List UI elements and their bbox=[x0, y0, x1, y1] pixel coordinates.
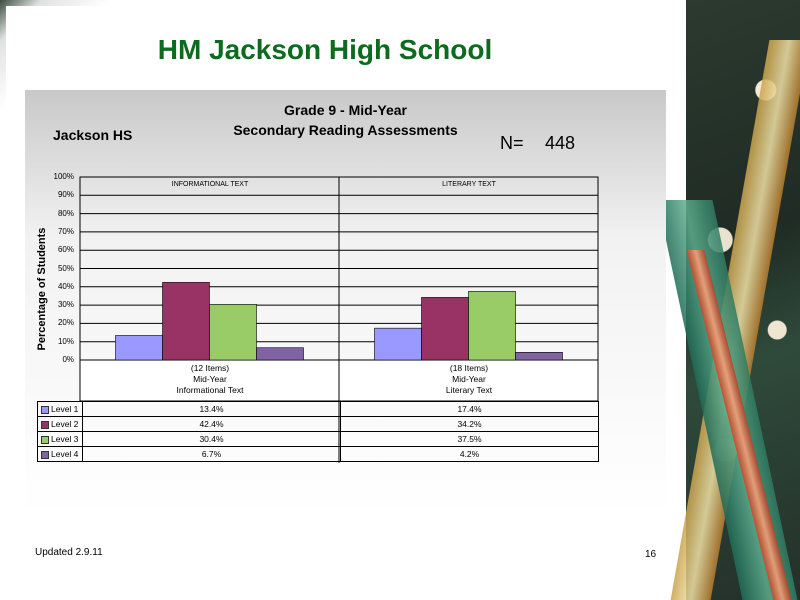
x-category-literary: (18 Items) Mid-Year Literary Text bbox=[340, 363, 598, 396]
y-tick-label: 80% bbox=[57, 208, 74, 218]
y-tick-label: 50% bbox=[57, 263, 74, 273]
category-header-informational: INFORMATIONAL TEXT bbox=[171, 181, 249, 188]
n-label: N= bbox=[500, 133, 524, 153]
chart-title: Grade 9 - Mid-Year bbox=[284, 102, 407, 118]
data-label: 6.7% bbox=[82, 446, 341, 462]
x-category-informational: (12 Items) Mid-Year Informational Text bbox=[81, 363, 339, 396]
school-label: Jackson HS bbox=[53, 127, 133, 143]
legend-cell: Level 1 bbox=[37, 401, 83, 417]
y-tick-label: 90% bbox=[57, 190, 74, 200]
legend-label: Level 3 bbox=[51, 434, 79, 444]
bar-level-4-2 bbox=[515, 352, 563, 361]
x-category-line: Literary Text bbox=[445, 385, 493, 395]
y-tick-label: 20% bbox=[57, 318, 74, 328]
legend-cell: Level 2 bbox=[37, 416, 83, 432]
updated-date: Updated 2.9.11 bbox=[35, 547, 103, 558]
table-row: Level 4 6.7% 4.2% bbox=[37, 446, 599, 462]
category-header-literary: LITERARY TEXT bbox=[442, 181, 496, 188]
data-table: Level 1 13.4% 17.4% Level 2 42.4% 34.2% … bbox=[37, 401, 599, 462]
bar-level-2-1 bbox=[162, 282, 210, 361]
legend-label: Level 1 bbox=[51, 404, 79, 414]
y-tick-label: 60% bbox=[57, 245, 74, 255]
bar-level-1-2 bbox=[374, 327, 422, 361]
legend-cell: Level 4 bbox=[37, 446, 83, 462]
chart-subtitle: Secondary Reading Assessments bbox=[233, 122, 458, 138]
legend-label: Level 4 bbox=[51, 449, 79, 459]
bar-level-4-1 bbox=[256, 347, 304, 361]
table-row: Level 3 30.4% 37.5% bbox=[37, 431, 599, 447]
y-tick-label: 100% bbox=[53, 172, 74, 181]
x-category-line: (18 Items) bbox=[449, 363, 489, 373]
legend-swatch bbox=[41, 450, 49, 459]
data-label: 4.2% bbox=[340, 446, 599, 462]
data-label: 17.4% bbox=[340, 401, 599, 417]
y-tick-label: 70% bbox=[57, 226, 74, 236]
data-label: 30.4% bbox=[82, 431, 341, 447]
y-tick-label: 0% bbox=[62, 355, 74, 364]
bar-level-3-2 bbox=[468, 291, 516, 361]
legend-swatch bbox=[41, 420, 49, 429]
bar-level-1-1 bbox=[115, 335, 163, 361]
slide-title: HM Jackson High School bbox=[157, 34, 493, 65]
x-category-line: Mid-Year bbox=[452, 374, 486, 384]
data-label: 42.4% bbox=[82, 416, 341, 432]
y-tick-label: 10% bbox=[57, 336, 74, 346]
legend-label: Level 2 bbox=[51, 419, 79, 429]
x-category-line: Informational Text bbox=[176, 385, 244, 395]
table-row: Level 1 13.4% 17.4% bbox=[37, 401, 599, 417]
y-tick-label: 40% bbox=[57, 281, 74, 291]
data-label: 34.2% bbox=[340, 416, 599, 432]
n-value: 448 bbox=[545, 133, 576, 153]
y-tick-label: 30% bbox=[57, 300, 74, 310]
bar-level-3-1 bbox=[209, 304, 257, 361]
data-label: 13.4% bbox=[82, 401, 341, 417]
legend-swatch bbox=[41, 405, 49, 414]
table-row: Level 2 42.4% 34.2% bbox=[37, 416, 599, 432]
legend-cell: Level 3 bbox=[37, 431, 83, 447]
x-category-line: (12 Items) bbox=[190, 363, 230, 373]
legend-swatch bbox=[41, 435, 49, 444]
bar-level-2-2 bbox=[421, 297, 469, 361]
page-number: 16 bbox=[645, 549, 657, 560]
data-label: 37.5% bbox=[340, 431, 599, 447]
x-category-line: Mid-Year bbox=[193, 374, 227, 384]
